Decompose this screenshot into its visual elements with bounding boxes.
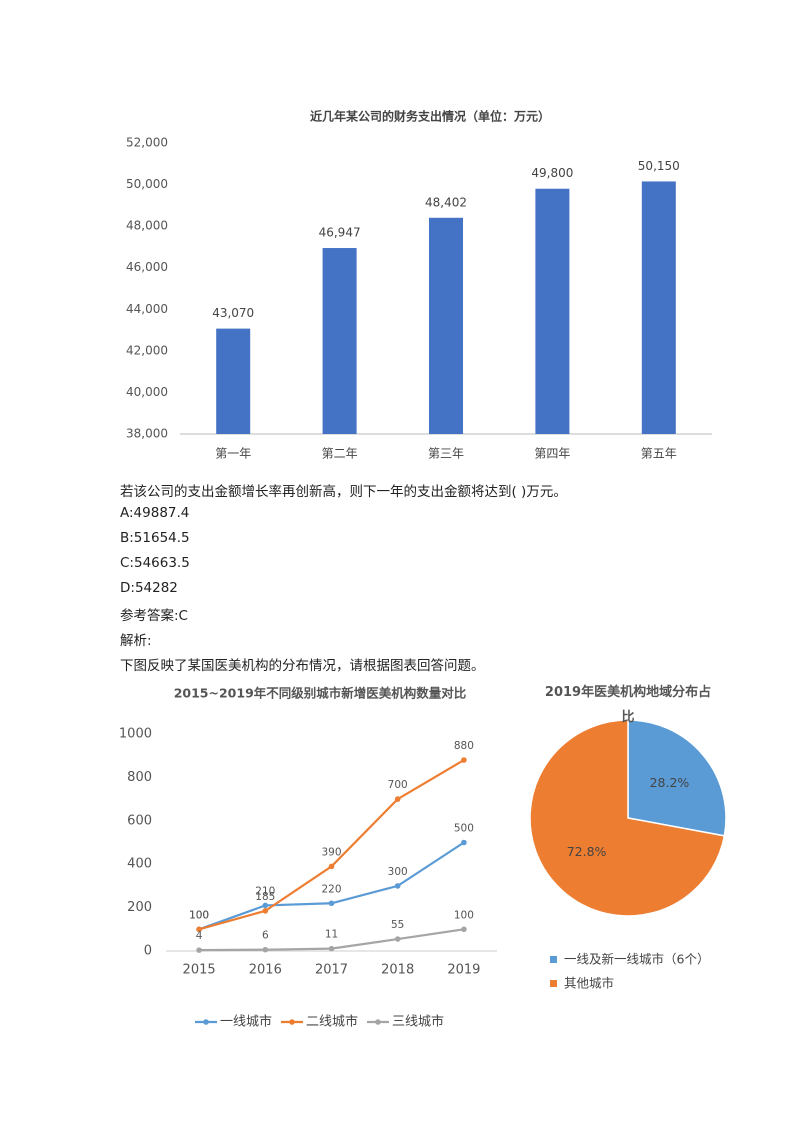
bar [641, 181, 676, 434]
data-label: 185 [255, 891, 275, 903]
point [262, 908, 269, 914]
y-tick-label: 40,000 [126, 385, 168, 399]
x-tick-label: 2019 [447, 963, 480, 978]
point [394, 883, 401, 889]
data-label: 49,800 [531, 166, 573, 180]
point [328, 863, 335, 870]
pie-title: 2019年医美机构地域分布占比 [544, 685, 712, 725]
legend-label: 二线城市 [306, 1014, 358, 1030]
intro: 下图反映了某国医美机构的分布情况，请根据图表回答问题。 [120, 658, 485, 674]
legend-label: 其他城市 [564, 976, 614, 991]
y-tick-label: 600 [127, 813, 152, 828]
legend-swatch [550, 980, 557, 987]
data-label: 100 [454, 909, 474, 921]
data-label: 100 [189, 909, 209, 921]
data-label: 6 [262, 930, 269, 942]
chart-title: 近几年某公司的财务支出情况（单位：万元） [310, 109, 550, 124]
point [196, 926, 202, 933]
data-label: 43,070 [212, 306, 254, 320]
chart-title: 2015~2019年不同级别城市新增医美机构数量对比 [174, 686, 467, 701]
option: D:54282 [120, 580, 178, 596]
data-label: 390 [321, 846, 341, 858]
x-tick-label: 第四年 [534, 447, 570, 461]
data-label: 28.2% [650, 775, 690, 790]
x-tick-label: 2016 [249, 963, 282, 978]
point [461, 757, 467, 763]
pie-slice [627, 719, 727, 837]
x-tick-label: 2017 [315, 963, 348, 978]
data-label: 46,947 [319, 226, 361, 240]
data-label: 300 [388, 866, 408, 878]
data-label: 880 [454, 740, 474, 752]
point [394, 796, 401, 802]
analysis: 解析: [120, 633, 152, 649]
bar [429, 217, 463, 434]
y-tick-label: 50,000 [126, 177, 168, 191]
point [196, 947, 202, 953]
data-label: 4 [196, 930, 203, 942]
legend-label: 一线及新一线城市（6个） [564, 952, 709, 967]
point [461, 839, 467, 846]
point [461, 926, 467, 933]
legend-label: 一线城市 [220, 1014, 272, 1030]
y-tick-label: 52,000 [126, 136, 168, 150]
data-label: 700 [388, 779, 408, 791]
x-tick-label: 第一年 [215, 447, 251, 461]
x-tick-label: 2018 [381, 963, 414, 978]
data-label: 210 [255, 885, 275, 897]
data-label: 500 [454, 823, 474, 835]
point [328, 900, 335, 907]
x-tick-label: 2015 [183, 963, 216, 978]
option: B:51654.5 [120, 530, 190, 546]
bar [216, 328, 251, 434]
y-tick-label: 1000 [119, 727, 152, 742]
legend-marker [203, 1019, 209, 1025]
point [394, 936, 401, 942]
y-tick-label: 46,000 [126, 260, 168, 274]
data-label: 72.8% [567, 844, 607, 859]
y-tick-label: 800 [127, 770, 152, 785]
y-tick-label: 400 [127, 857, 152, 872]
data-label: 48,402 [425, 195, 467, 209]
y-tick-label: 38,000 [126, 427, 168, 441]
data-label: 55 [391, 919, 404, 931]
data-label: 11 [325, 929, 338, 941]
data-label: 50,150 [638, 159, 680, 173]
point [328, 945, 335, 952]
legend-marker [289, 1019, 295, 1025]
point [262, 902, 269, 909]
answer: 参考答案:C [120, 608, 188, 624]
data-label: 220 [321, 883, 341, 895]
y-tick-label: 0 [144, 944, 152, 959]
y-tick-label: 42,000 [126, 343, 168, 357]
point [262, 946, 269, 953]
question-stem: 若该公司的支出金额增长率再创新高，则下一年的支出金额将达到( )万元。 [120, 484, 567, 500]
bar [535, 188, 570, 434]
data-label: 100 [189, 909, 209, 921]
y-tick-label: 44,000 [126, 302, 168, 316]
legend-swatch [550, 956, 557, 963]
pie-slice [529, 719, 726, 917]
option: A:49887.4 [120, 505, 190, 521]
y-tick-label: 48,000 [126, 219, 168, 233]
legend-marker [375, 1019, 381, 1025]
legend-label: 三线城市 [392, 1014, 444, 1030]
option: C:54663.5 [120, 555, 190, 571]
x-tick-label: 第五年 [641, 447, 677, 461]
x-tick-label: 第三年 [428, 447, 464, 461]
y-tick-label: 200 [127, 900, 152, 915]
x-tick-label: 第二年 [322, 447, 358, 461]
bar [322, 248, 357, 434]
